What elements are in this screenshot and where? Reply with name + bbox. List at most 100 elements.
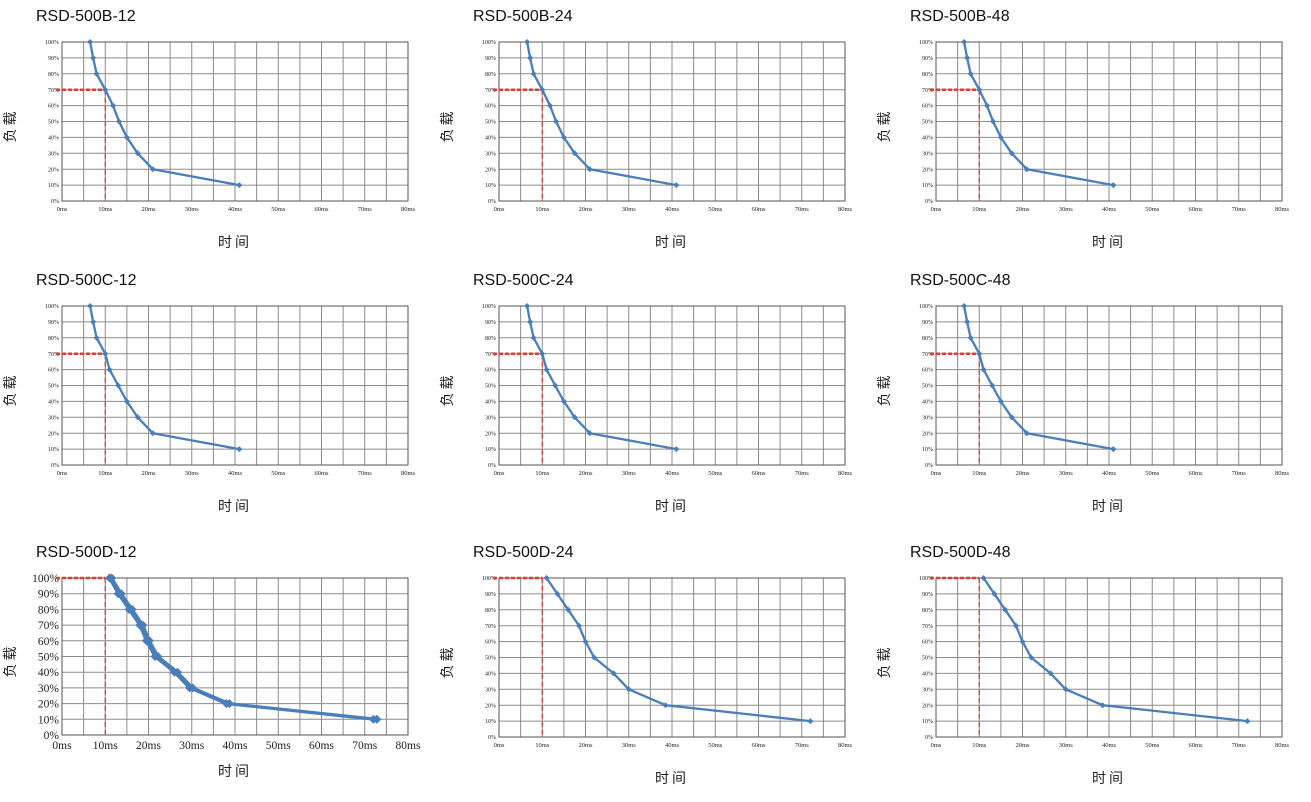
y-tick-label: 40%: [485, 672, 496, 678]
data-point: [997, 134, 1004, 141]
x-tick-label: 50ms: [708, 742, 723, 749]
data-point: [591, 654, 598, 661]
data-point: [980, 366, 987, 373]
data-point: [87, 303, 94, 309]
grid: [61, 305, 409, 466]
y-tick-label: 10%: [922, 719, 933, 725]
plot-frame: [498, 577, 846, 738]
y-tick-label: 80%: [922, 336, 933, 342]
data-point: [571, 150, 578, 157]
data-point: [984, 102, 991, 109]
y-tick-label: 70%: [922, 624, 933, 630]
y-axis-label: 负载: [3, 644, 19, 678]
x-tick-label: 50ms: [1145, 742, 1160, 749]
y-tick-label: 100%: [482, 304, 496, 310]
y-tick-label: 40%: [922, 136, 933, 142]
y-tick-label: 10%: [38, 714, 60, 726]
data-point: [134, 150, 141, 157]
x-tick-label: 70ms: [358, 470, 373, 477]
y-tick-label: 100%: [32, 573, 59, 585]
grid: [61, 41, 409, 202]
series-line: [545, 577, 811, 723]
x-tick-label: 40ms: [1102, 470, 1117, 477]
data-point: [539, 86, 546, 93]
y-tick-label: 0%: [51, 463, 59, 469]
data-point: [144, 636, 154, 646]
data-point: [1008, 150, 1015, 157]
x-tick-label: 20ms: [1015, 742, 1030, 749]
x-tick-label: 80ms: [401, 470, 416, 477]
y-tick-label: 40%: [485, 136, 496, 142]
x-tick-label: 20ms: [1015, 470, 1030, 477]
y-tick-label: 30%: [922, 415, 933, 421]
x-tick-label: 80ms: [1275, 206, 1290, 213]
data-point: [1099, 702, 1106, 709]
data-point: [116, 118, 123, 125]
y-tick-label: 20%: [922, 431, 933, 437]
y-tick-label: 10%: [485, 183, 496, 189]
y-tick-label: 0%: [44, 730, 60, 742]
data-point: [539, 350, 546, 357]
chart-plot: 0% 10% 20% 30% 40% 50% 60% 70% 80% 90% 100% 0ms 10ms…: [877, 303, 1290, 515]
y-tick-label: 20%: [922, 703, 933, 709]
y-tick-label: 20%: [48, 167, 59, 173]
x-tick-label: 70ms: [795, 206, 810, 213]
y-tick-label: 20%: [485, 703, 496, 709]
x-tick-label: 60ms: [1188, 742, 1203, 749]
x-tick-label: 60ms: [751, 470, 766, 477]
series-line: [88, 305, 240, 451]
x-tick-label: 50ms: [266, 740, 291, 752]
y-tick-label: 90%: [485, 592, 496, 598]
x-tick-label: 20ms: [578, 470, 593, 477]
data-point: [586, 166, 593, 173]
x-tick-label: 10ms: [535, 206, 550, 213]
y-tick-label: 70%: [485, 352, 496, 358]
y-tick-label: 40%: [48, 400, 59, 406]
x-tick-label: 20ms: [578, 206, 593, 213]
x-tick-label: 30ms: [185, 206, 200, 213]
y-tick-label: 20%: [48, 431, 59, 437]
data-point: [976, 86, 983, 93]
x-tick-label: 10ms: [98, 206, 113, 213]
data-point: [110, 102, 117, 109]
data-point: [1244, 718, 1251, 725]
y-tick-label: 60%: [485, 640, 496, 646]
x-tick-label: 30ms: [622, 206, 637, 213]
data-point: [662, 702, 669, 709]
chart-panel: RSD-500D-24 0% 10% 20% 30% 40% 50% 60% 70% 80% 90%…: [437, 540, 874, 802]
data-point: [967, 334, 974, 341]
y-tick-label: 90%: [922, 56, 933, 62]
x-tick-label: 30ms: [185, 470, 200, 477]
x-tick-label: 20ms: [141, 470, 156, 477]
y-tick-label: 20%: [38, 699, 60, 711]
data-point: [236, 446, 243, 453]
chart-plot: 0% 10% 20% 30% 40% 50% 60% 70% 80% 90% 100% 0ms 10ms…: [877, 575, 1290, 787]
x-tick-label: 60ms: [751, 206, 766, 213]
x-tick-label: 20ms: [136, 740, 161, 752]
series-line: [88, 41, 240, 187]
y-tick-label: 30%: [922, 151, 933, 157]
x-tick-label: 80ms: [838, 206, 853, 213]
data-point: [1013, 622, 1020, 629]
series-line: [525, 41, 677, 187]
grid: [61, 577, 409, 736]
y-tick-label: 100%: [45, 40, 59, 46]
y-tick-label: 0%: [51, 199, 59, 205]
x-tick-label: 40ms: [665, 742, 680, 749]
data-point: [543, 366, 550, 373]
y-tick-label: 0%: [488, 463, 496, 469]
chart-title: RSD-500B-48: [910, 8, 1010, 25]
data-point: [1028, 654, 1035, 661]
x-tick-label: 50ms: [708, 206, 723, 213]
y-tick-label: 100%: [45, 304, 59, 310]
x-tick-label: 40ms: [223, 740, 248, 752]
x-axis-label: 时间: [218, 499, 252, 515]
chart-plot: 0% 10% 20% 30% 40% 50% 60% 70% 80% 90% 100% 0ms 10ms…: [440, 303, 853, 515]
y-tick-label: 90%: [48, 320, 59, 326]
chart-panel: RSD-500C-24 0% 10% 20% 30% 40% 50% 60% 70% 80% 90%…: [437, 268, 874, 530]
x-tick-label: 30ms: [622, 742, 637, 749]
data-point: [93, 70, 100, 77]
x-tick-label: 80ms: [396, 740, 421, 752]
y-tick-label: 80%: [48, 72, 59, 78]
x-tick-label: 30ms: [179, 740, 204, 752]
